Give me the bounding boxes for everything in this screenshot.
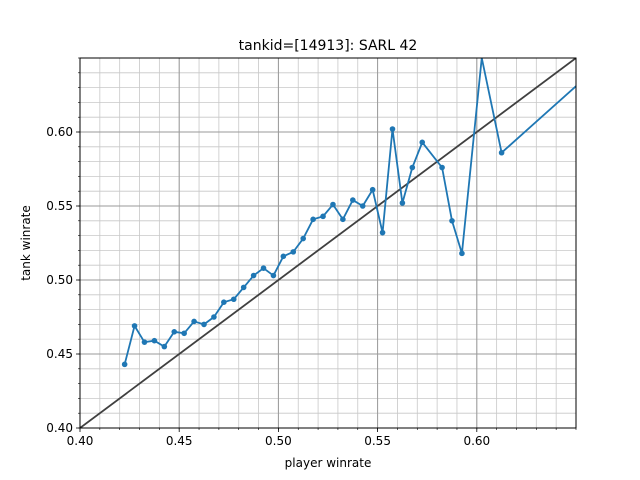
y-tick-label: 0.45 <box>46 347 73 361</box>
data-point <box>350 197 356 203</box>
plot-frame <box>79 57 577 429</box>
data-point <box>330 201 336 208</box>
reference-line-y-equals-x <box>80 58 576 428</box>
x-tick-label: 0.40 <box>67 434 94 448</box>
data-point <box>141 339 148 345</box>
reference-layer <box>80 58 576 428</box>
data-point <box>151 337 158 344</box>
data-point <box>359 203 366 209</box>
data-point <box>290 249 297 255</box>
data-point <box>201 321 207 328</box>
series-layer <box>121 58 576 368</box>
data-point <box>240 284 247 291</box>
data-point <box>459 250 465 257</box>
y-tick-label: 0.40 <box>46 421 73 435</box>
data-point <box>191 318 197 325</box>
data-point <box>121 361 128 368</box>
data-point <box>161 343 168 350</box>
grid <box>79 57 577 429</box>
data-point <box>221 299 227 306</box>
data-point <box>498 149 505 156</box>
data-point <box>409 164 416 171</box>
data-point <box>379 229 386 236</box>
plot-area: 0.40 0.45 0.50 0.55 0.60 0.40 0.45 0.50 0.55 0.60 <box>46 57 577 448</box>
data-point <box>399 200 406 206</box>
x-tick-label: 0.45 <box>166 434 193 448</box>
data-point <box>320 213 326 220</box>
x-axis-label: player winrate <box>285 456 372 470</box>
data-point <box>260 265 267 271</box>
data-point <box>439 164 445 171</box>
data-point <box>419 139 426 146</box>
data-point <box>250 272 257 279</box>
data-point <box>280 253 287 260</box>
data-point <box>369 186 376 193</box>
data-point <box>449 218 455 224</box>
y-tick-label: 0.60 <box>46 125 73 139</box>
data-point <box>230 296 237 303</box>
data-point <box>310 216 316 223</box>
data-point <box>340 216 346 223</box>
chart-title: tankid=[14913]: SARL 42 <box>239 38 418 54</box>
data-point <box>211 314 217 320</box>
data-point <box>171 329 178 335</box>
data-point <box>300 235 307 242</box>
ticks: 0.40 0.45 0.50 0.55 0.60 0.40 0.45 0.50 0.55 0.60 <box>46 57 577 448</box>
data-point <box>389 126 396 132</box>
y-tick-label: 0.50 <box>46 273 73 287</box>
y-axis-label: tank winrate <box>19 205 33 281</box>
y-tick-label: 0.55 <box>46 199 73 213</box>
data-point <box>131 323 138 329</box>
x-tick-label: 0.60 <box>463 434 490 448</box>
data-point <box>181 330 187 337</box>
data-point <box>270 272 277 279</box>
x-tick-label: 0.55 <box>364 434 391 448</box>
x-tick-label: 0.50 <box>265 434 292 448</box>
